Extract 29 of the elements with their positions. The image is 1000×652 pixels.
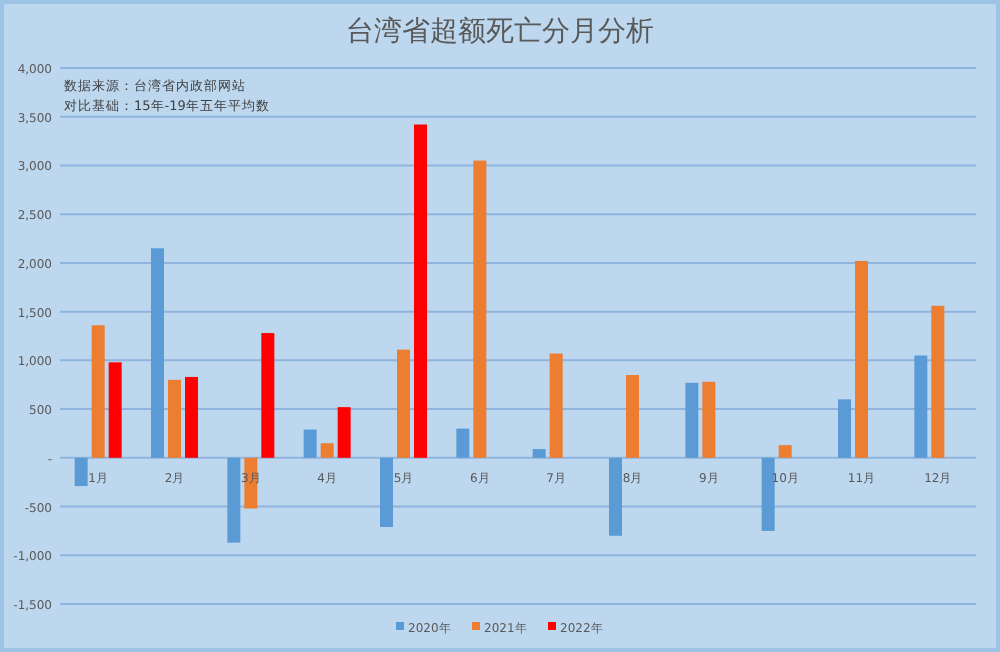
bar [337, 407, 351, 458]
chart-title: 台湾省超额死亡分月分析 [346, 16, 654, 48]
bar [473, 160, 487, 458]
bar [185, 376, 198, 458]
bar [549, 353, 563, 458]
bar [702, 381, 716, 458]
bar [397, 349, 410, 458]
bar [303, 429, 317, 458]
bar [456, 428, 470, 458]
bar [685, 382, 699, 458]
bar [151, 248, 164, 458]
bar [914, 355, 928, 458]
bar [320, 443, 334, 458]
bar [414, 124, 427, 458]
bar [609, 457, 622, 536]
bar [261, 333, 275, 458]
bar [91, 325, 105, 458]
bar [532, 449, 546, 458]
bar [761, 457, 775, 531]
bar [108, 362, 122, 458]
bar [855, 260, 868, 458]
bar [626, 374, 639, 458]
bar [838, 399, 851, 458]
bar [380, 457, 393, 528]
bar [74, 457, 88, 487]
bar [168, 379, 181, 458]
bar [931, 305, 945, 458]
bar [227, 457, 241, 543]
bar [778, 445, 792, 458]
